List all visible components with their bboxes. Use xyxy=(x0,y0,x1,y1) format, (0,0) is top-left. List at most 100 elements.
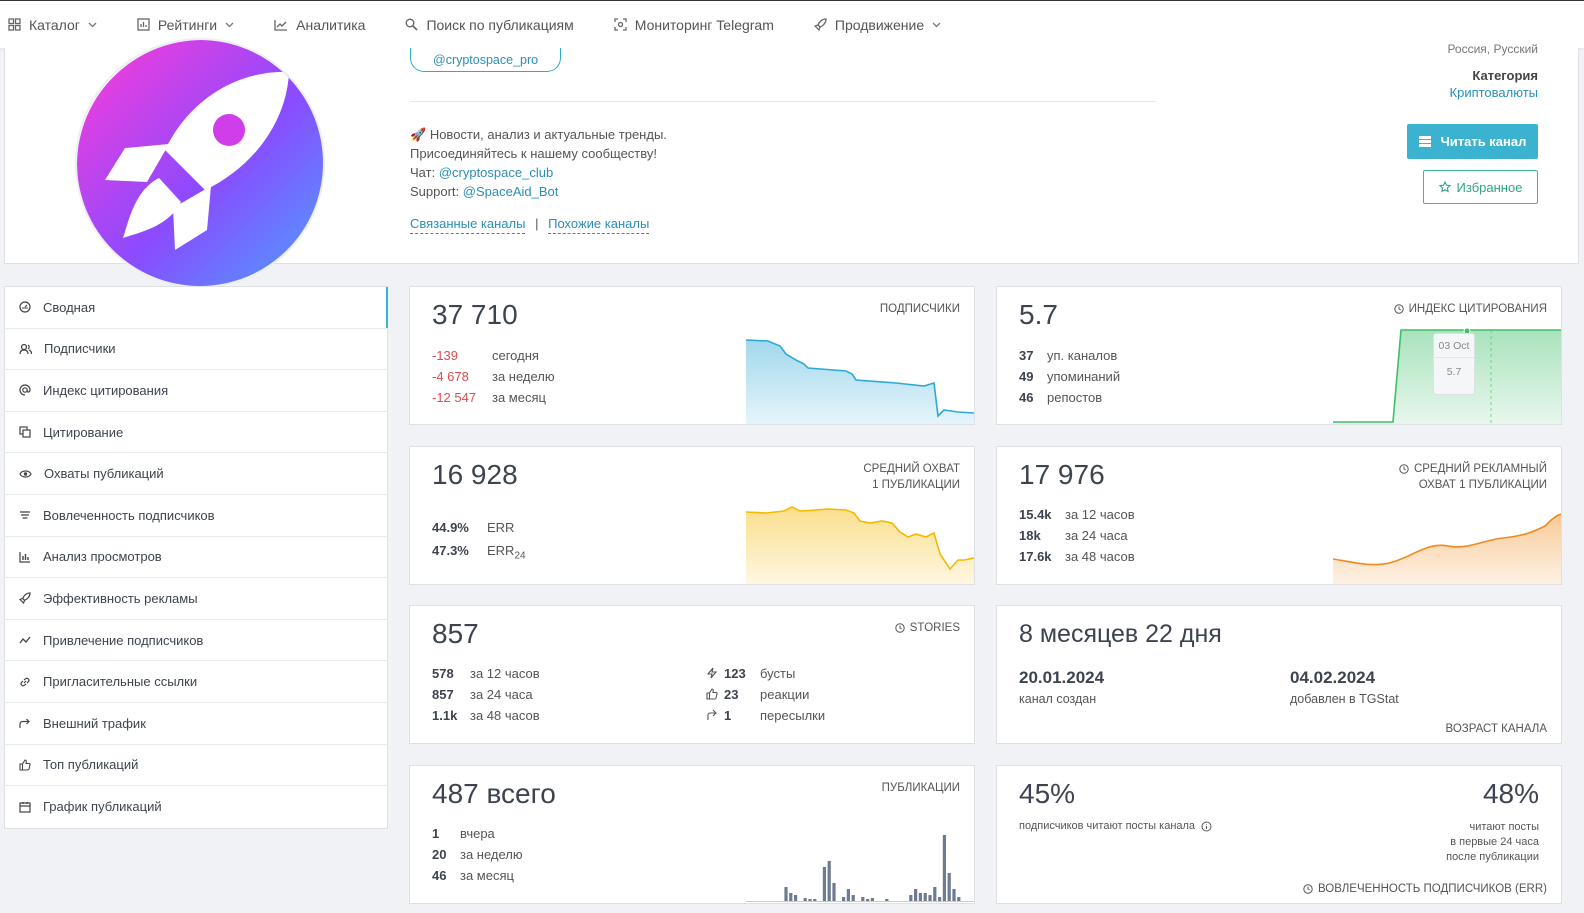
stat-label: бусты xyxy=(760,666,796,681)
sidebar-item-label: Охваты публикаций xyxy=(44,466,164,482)
posts-bar xyxy=(885,899,889,901)
dashboard-icon xyxy=(19,301,31,313)
stat-label: вчера xyxy=(460,826,495,841)
engagement-right-label-1: читают посты xyxy=(1469,821,1539,833)
nav-analytics-label: Аналитика xyxy=(296,16,366,33)
posts-card[interactable]: 487 всего публикации 1 вчера 20 за неделю … xyxy=(409,765,975,904)
rocket-avatar-icon xyxy=(77,40,323,286)
posts-bar xyxy=(851,895,855,901)
posts-bar xyxy=(842,897,846,901)
posts-baseline xyxy=(746,901,974,902)
related-channels-link[interactable]: Связанные каналы xyxy=(410,216,526,234)
similar-channels-link[interactable]: Похожие каналы xyxy=(548,216,650,234)
nav-search-posts[interactable]: Поиск по публикациям xyxy=(405,17,574,33)
sidebar-item-top-posts[interactable]: Топ публикаций xyxy=(5,745,387,787)
stat-label: пересылки xyxy=(760,708,826,723)
list-icon xyxy=(1418,136,1431,147)
stat-label: за 24 часа xyxy=(1065,528,1128,543)
ad-reach-card[interactable]: 17 976 средний рекламный охват 1 публикац… xyxy=(996,446,1562,585)
stat-label: уп. каналов xyxy=(1047,348,1118,363)
tooltip-value: 5.7 xyxy=(1446,366,1462,378)
citation-index-value: 5.7 xyxy=(1019,299,1058,330)
sidebar-item-external-traffic[interactable]: Внешний трафик xyxy=(5,703,387,745)
err24-sub: 24 xyxy=(514,550,526,562)
divider xyxy=(410,101,1156,102)
channel-age-value: 8 месяцев 22 дня xyxy=(1019,620,1222,648)
avg-reach-value: 16 928 xyxy=(432,459,518,490)
stat-value: 18k xyxy=(1019,528,1041,543)
stat-value: -4 678 xyxy=(432,369,469,384)
stat-label: за 12 часов xyxy=(470,666,540,681)
subscribers-count: 37 710 xyxy=(432,299,518,330)
subscribers-card[interactable]: 37 710 подписчики -139 сегодня -4 678 за н… xyxy=(409,286,975,425)
sidebar-item-engagement[interactable]: Вовлеченность подписчиков xyxy=(5,495,387,537)
favorite-button[interactable]: Избранное xyxy=(1423,170,1538,204)
sidebar-item-citation-index[interactable]: Индекс цитирования xyxy=(5,370,387,412)
sidebar-item-reach[interactable]: Охваты публикаций xyxy=(5,453,387,495)
sidebar-item-views-analysis[interactable]: Анализ просмотров xyxy=(5,537,387,579)
info-icon xyxy=(1201,821,1212,831)
star-icon xyxy=(1438,181,1451,193)
stories-title: stories xyxy=(895,620,960,636)
support-link[interactable]: @SpaceAid_Bot xyxy=(462,184,559,199)
stat-value: 20 xyxy=(432,847,447,862)
tooltip-date: 03 Oct xyxy=(1434,334,1474,358)
sidebar-item-subscribers[interactable]: Подписчики xyxy=(5,329,387,371)
sidebar-item-ad-efficiency[interactable]: Эффективность рекламы xyxy=(5,578,387,620)
line-chart-icon xyxy=(274,19,288,31)
nav-ratings[interactable]: Рейтинги xyxy=(137,17,234,33)
nav-promotion[interactable]: Продвижение xyxy=(813,17,941,33)
stat-label: за месяц xyxy=(492,390,546,405)
posts-bar xyxy=(918,893,922,901)
sidebar-item-label: Вовлеченность подписчиков xyxy=(43,507,215,523)
nav-ratings-label: Рейтинги xyxy=(157,16,218,33)
sidebar-item-posts-schedule[interactable]: График публикаций xyxy=(5,786,387,828)
stat-label: упоминаний xyxy=(1047,369,1121,384)
chevron-down-icon xyxy=(225,22,234,27)
grid-icon xyxy=(8,18,21,31)
desc-line-1: Новости, анализ и актуальные тренды. xyxy=(429,127,667,142)
stat-value: 1 xyxy=(724,708,732,723)
err-value: 44.9% xyxy=(432,520,469,535)
sidebar-item-acquisition[interactable]: Привлечение подписчиков xyxy=(5,620,387,662)
nav-analytics[interactable]: Аналитика xyxy=(274,17,365,33)
read-channel-button[interactable]: Читать канал xyxy=(1407,124,1538,159)
sidebar-item-label: Топ публикаций xyxy=(43,757,139,773)
added-block: 04.02.2024 добавлен в TGStat xyxy=(1290,668,1399,706)
stories-card[interactable]: 857 stories 578 за 12 часов 857 за 24 часа… xyxy=(409,605,975,744)
citation-index-card[interactable]: 5.7 индекс цитирования 37 уп. каналов 49 у… xyxy=(996,286,1562,425)
engagement-card[interactable]: 45% подписчиков читают посты канала 48% … xyxy=(996,765,1562,904)
posts-bar xyxy=(808,899,812,901)
sidebar-item-summary[interactable]: Сводная xyxy=(5,287,388,329)
channel-handle[interactable]: @cryptospace_pro xyxy=(410,48,562,72)
posts-bar xyxy=(822,867,826,901)
trend-icon xyxy=(19,636,31,644)
chat-label: Чат: xyxy=(410,165,436,180)
posts-bar xyxy=(957,897,961,901)
added-date: 04.02.2024 xyxy=(1290,668,1376,687)
stat-value: 123 xyxy=(724,666,746,681)
chat-link[interactable]: @cryptospace_club xyxy=(438,165,554,180)
sidebar: Сводная Подписчики Индекс цитирования Ци… xyxy=(4,286,388,829)
search-icon xyxy=(405,18,419,31)
posts-title: публикации xyxy=(881,782,960,794)
forward-icon xyxy=(707,709,717,720)
avg-reach-card[interactable]: 16 928 средний охват 1 публикации 44.9% ER… xyxy=(409,446,975,585)
posts-bar xyxy=(803,898,807,901)
posts-bar xyxy=(909,895,913,901)
sidebar-item-citations[interactable]: Цитирование xyxy=(5,412,387,454)
ad-reach-title-1: средний рекламный xyxy=(1413,463,1547,475)
nav-catalog[interactable]: Каталог xyxy=(8,17,97,33)
category-label: Категория xyxy=(1472,68,1538,83)
sidebar-item-invite-links[interactable]: Пригласительные ссылки xyxy=(5,661,387,703)
nav-monitoring[interactable]: Мониторинг Telegram xyxy=(614,17,774,33)
category-value[interactable]: Криптовалюты xyxy=(1449,85,1538,100)
posts-bar xyxy=(789,893,793,901)
citation-index-title: индекс цитирования xyxy=(1393,301,1547,317)
posts-bar xyxy=(784,887,788,901)
err24-value: 47.3% xyxy=(432,543,469,558)
sidebar-item-label: Индекс цитирования xyxy=(43,382,169,398)
posts-bar xyxy=(870,898,874,901)
posts-bar xyxy=(928,895,932,901)
stories-stats: 578 за 12 часов 857 за 24 часа 1.1k за 48 ч… xyxy=(432,663,540,726)
